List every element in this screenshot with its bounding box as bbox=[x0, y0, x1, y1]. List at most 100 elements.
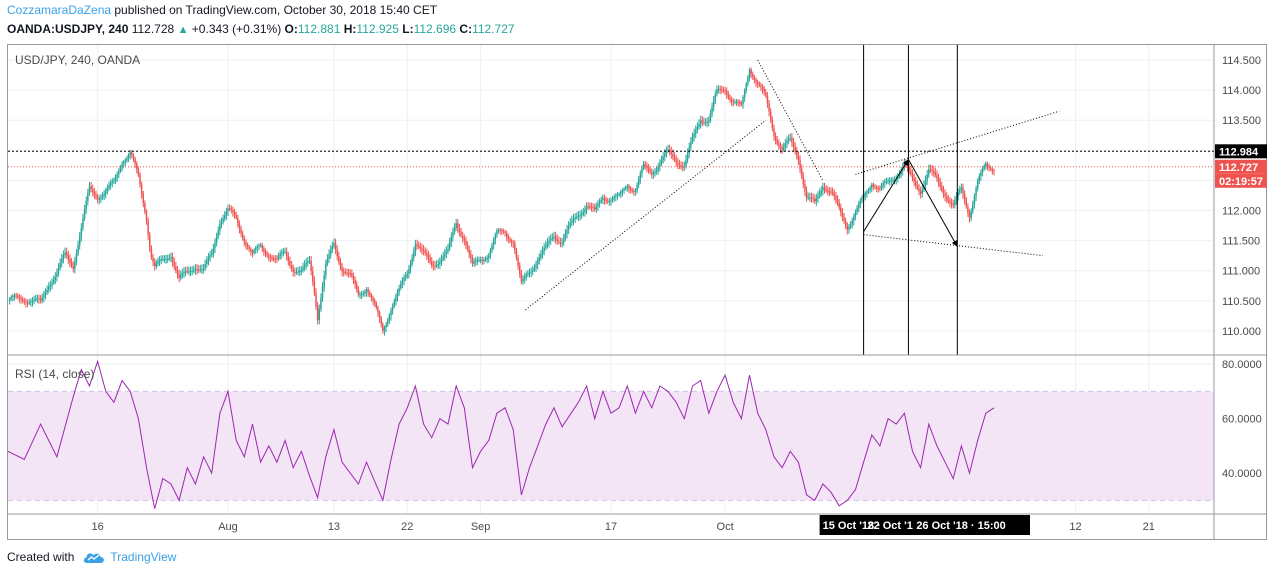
candle-body bbox=[165, 259, 167, 261]
candle-body bbox=[546, 242, 549, 246]
candle-body bbox=[484, 259, 487, 261]
candle-body bbox=[466, 245, 469, 250]
price-level-tag: 112.984 bbox=[1219, 146, 1259, 158]
candle-body bbox=[426, 253, 428, 256]
candle-body bbox=[57, 267, 60, 274]
candle-body bbox=[833, 193, 836, 197]
candle-body bbox=[771, 120, 774, 129]
candle-body bbox=[655, 169, 658, 173]
candle-body bbox=[175, 266, 177, 271]
candle-body bbox=[725, 90, 728, 95]
candle-body bbox=[149, 235, 151, 249]
time-tick-label: 21 bbox=[1143, 521, 1155, 533]
candle-body bbox=[390, 310, 392, 316]
candle-body bbox=[194, 268, 197, 271]
candle-body bbox=[227, 208, 229, 212]
candle-body bbox=[339, 261, 342, 268]
candle-body bbox=[844, 221, 847, 226]
candle-body bbox=[978, 176, 981, 182]
candle-body bbox=[202, 268, 205, 270]
candle-body bbox=[349, 272, 351, 274]
candle-body bbox=[404, 275, 407, 279]
candle-body bbox=[279, 253, 281, 257]
candle-body bbox=[264, 251, 267, 254]
candle-body bbox=[631, 190, 633, 192]
candle-body bbox=[494, 234, 497, 240]
candle-body bbox=[646, 165, 648, 168]
publish-info: CozzamaraDaZena published on TradingView… bbox=[7, 3, 437, 17]
candles-layer bbox=[8, 67, 995, 336]
trend-line[interactable] bbox=[757, 59, 824, 181]
candle-body bbox=[677, 162, 679, 165]
candle-body bbox=[406, 274, 409, 276]
candle-body bbox=[444, 253, 446, 257]
candle-body bbox=[654, 172, 656, 174]
candle-body bbox=[642, 164, 645, 169]
candle-body bbox=[593, 207, 596, 210]
date-labels-bg bbox=[819, 515, 1030, 535]
candle-body bbox=[748, 69, 751, 77]
trend-line[interactable] bbox=[907, 159, 958, 247]
candle-body bbox=[673, 156, 676, 160]
time-tick-label: 12 bbox=[1069, 521, 1081, 533]
candle-body bbox=[802, 177, 805, 185]
candle-body bbox=[603, 197, 606, 200]
trend-line[interactable] bbox=[525, 119, 767, 311]
author-link[interactable]: CozzamaraDaZena bbox=[7, 3, 112, 17]
trend-line[interactable] bbox=[855, 110, 1060, 175]
candle-body bbox=[70, 262, 73, 266]
tradingview-brand-link[interactable]: TradingView bbox=[82, 550, 176, 564]
trend-line[interactable] bbox=[863, 159, 909, 232]
candle-body bbox=[965, 200, 968, 207]
candle-body bbox=[294, 271, 296, 273]
candle-body bbox=[287, 256, 290, 261]
candle-body bbox=[222, 218, 224, 222]
candle-body bbox=[763, 89, 765, 92]
candle-body bbox=[336, 249, 338, 257]
candle-body bbox=[196, 268, 198, 270]
candle-body bbox=[96, 197, 99, 200]
candle-body bbox=[38, 298, 40, 300]
candle-body bbox=[737, 101, 739, 103]
candle-body bbox=[730, 99, 733, 102]
candle-body bbox=[248, 247, 250, 250]
candle-body bbox=[289, 260, 291, 266]
candle-body bbox=[962, 187, 964, 195]
candle-body bbox=[665, 150, 668, 154]
candle-body bbox=[106, 187, 109, 192]
trend-line[interactable] bbox=[863, 234, 1043, 257]
candle-body bbox=[980, 172, 982, 177]
candle-body bbox=[305, 262, 307, 265]
candle-body bbox=[637, 179, 640, 185]
candle-body bbox=[442, 256, 444, 260]
candle-body bbox=[206, 260, 208, 265]
candle-body bbox=[698, 123, 700, 128]
candle-body bbox=[80, 227, 83, 237]
candle-body bbox=[113, 180, 115, 182]
candle-body bbox=[518, 265, 521, 274]
candle-body bbox=[628, 186, 630, 189]
candle-body bbox=[993, 170, 995, 172]
candle-body bbox=[427, 255, 430, 259]
candle-body bbox=[8, 298, 11, 301]
last-price: 112.728 bbox=[131, 22, 175, 36]
candle-body bbox=[416, 244, 418, 246]
candle-body bbox=[492, 239, 495, 246]
candle-body bbox=[468, 249, 470, 254]
candle-body bbox=[285, 251, 288, 257]
countdown-tag: 02:19:57 bbox=[1219, 176, 1263, 188]
candle-body bbox=[421, 248, 423, 250]
candle-body bbox=[875, 187, 878, 189]
candle-body bbox=[201, 269, 203, 271]
candle-body bbox=[952, 204, 954, 206]
candle-body bbox=[346, 272, 348, 274]
candle-body bbox=[276, 258, 278, 260]
candle-body bbox=[232, 209, 234, 212]
candle-body bbox=[258, 245, 260, 247]
candle-body bbox=[796, 151, 798, 157]
candle-body bbox=[132, 155, 135, 160]
candle-body bbox=[142, 193, 145, 204]
candle-body bbox=[103, 193, 105, 196]
candle-body bbox=[193, 270, 195, 272]
